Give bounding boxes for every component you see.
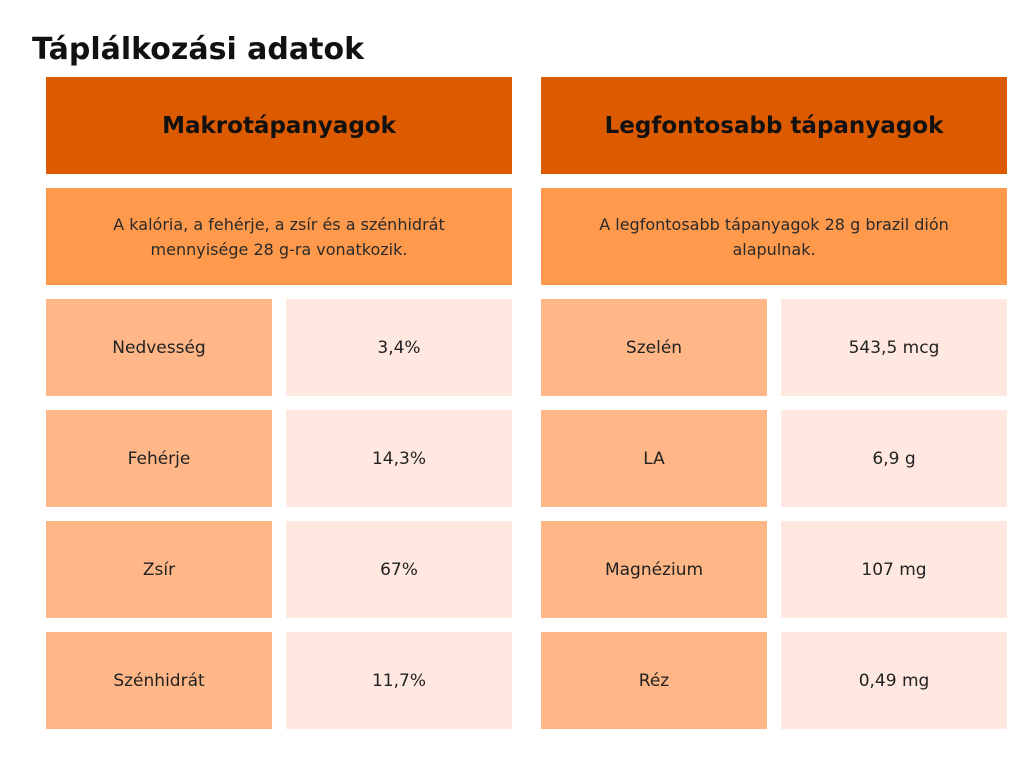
row-value: 14,3% [286, 410, 512, 507]
row-value: 6,9 g [781, 410, 1007, 507]
row-label: Zsír [46, 521, 272, 618]
row-label: Magnézium [541, 521, 767, 618]
row-label: Szénhidrát [46, 632, 272, 729]
row-value: 11,7% [286, 632, 512, 729]
table-row: Fehérje 14,3% [46, 410, 512, 507]
row-value: 67% [286, 521, 512, 618]
table-row: Réz 0,49 mg [541, 632, 1007, 729]
table-row: Szénhidrát 11,7% [46, 632, 512, 729]
table-row: LA 6,9 g [541, 410, 1007, 507]
row-label: Fehérje [46, 410, 272, 507]
table-row: Nedvesség 3,4% [46, 299, 512, 396]
row-label: LA [541, 410, 767, 507]
row-value: 3,4% [286, 299, 512, 396]
page-title: Táplálkozási adatok [32, 32, 365, 67]
key-nutrients-description: A legfontosabb tápanyagok 28 g brazil di… [541, 188, 1007, 285]
macronutrients-panel: Makrotápanyagok A kalória, a fehérje, a … [46, 77, 512, 729]
macronutrients-description: A kalória, a fehérje, a zsír és a szénhi… [46, 188, 512, 285]
row-label: Szelén [541, 299, 767, 396]
key-nutrients-header: Legfontosabb tápanyagok [541, 77, 1007, 174]
key-nutrients-panel: Legfontosabb tápanyagok A legfontosabb t… [541, 77, 1007, 729]
row-value: 107 mg [781, 521, 1007, 618]
row-label: Nedvesség [46, 299, 272, 396]
table-row: Zsír 67% [46, 521, 512, 618]
table-row: Magnézium 107 mg [541, 521, 1007, 618]
macronutrients-header: Makrotápanyagok [46, 77, 512, 174]
row-label: Réz [541, 632, 767, 729]
row-value: 543,5 mcg [781, 299, 1007, 396]
row-value: 0,49 mg [781, 632, 1007, 729]
table-row: Szelén 543,5 mcg [541, 299, 1007, 396]
